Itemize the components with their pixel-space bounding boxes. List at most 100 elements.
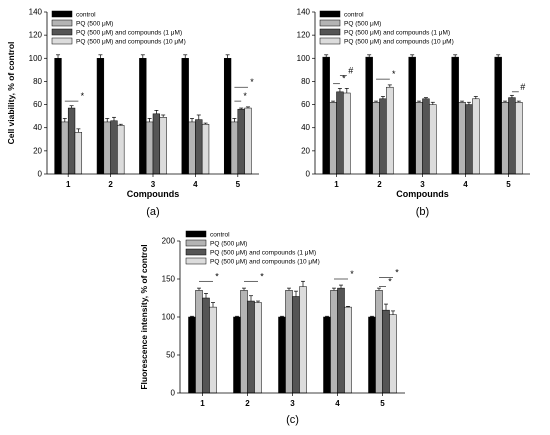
bar-b-s1-c3 <box>458 102 466 175</box>
legend-label-b-0: control <box>344 12 364 19</box>
bar-a-s3-c4 <box>244 107 252 175</box>
y-tick-label-c-0: 0 <box>171 389 176 398</box>
bar-c-s3-c4 <box>389 314 397 394</box>
panel-label-a: (a) <box>146 206 159 218</box>
y-tick-label-a-6: 120 <box>29 31 43 40</box>
bar-c-s0-c4 <box>368 316 376 394</box>
bar-c-s1-c2 <box>285 290 293 394</box>
x-tick-label-c-1: 2 <box>245 399 250 408</box>
panel-label-c: (c) <box>286 414 299 426</box>
y-axis-label-c: Fluorescence intensity, % of control <box>139 244 149 389</box>
bar-c-s0-c2 <box>278 316 286 394</box>
legend-label-a-3: PQ (500 μM) and compounds (10 μM) <box>76 39 186 46</box>
annotation-mark-c-1: * <box>260 271 264 281</box>
bar-a-s3-c3 <box>201 123 210 175</box>
bar-b-s2-c2 <box>422 98 430 175</box>
y-tick-label-a-2: 40 <box>33 123 42 132</box>
bar-a-s1-c1 <box>103 121 111 175</box>
legend-swatch-c-2 <box>185 248 207 256</box>
chart-panel-c: 0 50 100 150 200 1 2 3 4 5 Fluorescence intensity,… <box>139 230 405 426</box>
y-tick-label-c-3: 150 <box>162 275 176 284</box>
bar-b-s2-c3 <box>465 104 473 175</box>
legend-label-b-1: PQ (500 μM) <box>344 21 381 28</box>
bar-b-s0-c3 <box>451 56 459 175</box>
y-tick-label-c-4: 200 <box>162 237 176 246</box>
bar-a-s0-c3 <box>181 58 189 175</box>
legend-swatch-b-0 <box>319 10 341 18</box>
bar-a-s2-c0 <box>67 107 76 175</box>
annotation-mark-c-3: * <box>395 267 399 277</box>
bar-c-s3-c0 <box>209 306 217 394</box>
legend-swatch-c-0 <box>185 230 207 238</box>
legend-swatch-c-1 <box>185 239 207 247</box>
legend-swatch-a-3 <box>51 37 73 45</box>
y-tick-label-a-0: 0 <box>38 170 43 179</box>
bar-a-s2-c2 <box>152 113 161 175</box>
y-tick-label-c-2: 100 <box>162 313 176 322</box>
annotation-mark-c-4: * <box>388 277 392 287</box>
x-tick-label-c-3: 4 <box>335 399 340 408</box>
bar-c-s1-c3 <box>330 290 338 394</box>
bar-c-s3-c1 <box>254 302 262 394</box>
bar-b-s1-c0 <box>329 102 337 175</box>
legend-label-c-3: PQ (500 μM) and compounds (10 μM) <box>210 259 320 266</box>
chart-panel-b: 0 20 40 60 80 100 120 140 1 2 3 4 5 Compounds control P… <box>297 8 530 218</box>
bar-a-s1-c2 <box>145 121 154 175</box>
bar-a-s2-c1 <box>110 120 118 175</box>
x-tick-label-c-4: 5 <box>380 399 385 408</box>
annotation-mark-a-2: * <box>243 91 247 101</box>
bar-c-s2-c3 <box>337 287 345 394</box>
y-tick-label-b-4: 80 <box>301 77 310 86</box>
bar-a-s0-c0 <box>54 58 62 175</box>
legend-label-c-1: PQ (500 μM) <box>210 241 247 248</box>
bar-a-s1-c4 <box>230 121 239 175</box>
x-tick-label-b-1: 2 <box>377 180 382 189</box>
legend-label-c-2: PQ (500 μM) and compounds (1 μM) <box>210 250 316 257</box>
bar-c-s2-c2 <box>292 296 300 394</box>
legend-label-b-3: PQ (500 μM) and compounds (10 μM) <box>344 39 454 46</box>
bar-c-s2-c4 <box>382 309 390 394</box>
x-tick-label-c-0: 1 <box>200 399 205 408</box>
y-tick-label-a-3: 60 <box>33 100 42 109</box>
bar-a-s2-c3 <box>195 119 203 175</box>
bar-a-s3-c0 <box>74 132 83 175</box>
y-tick-label-a-4: 80 <box>33 77 42 86</box>
legend-swatch-a-2 <box>51 28 73 36</box>
legend-swatch-a-0 <box>51 10 73 18</box>
bar-b-s3-c0 <box>343 92 351 175</box>
bar-b-s2-c0 <box>336 91 344 175</box>
bar-a-s3-c2 <box>159 117 167 175</box>
y-axis-label-a: Cell viability, % of control <box>6 42 16 145</box>
bar-c-s0-c1 <box>233 316 241 394</box>
y-tick-label-b-3: 60 <box>301 100 310 109</box>
bar-c-s1-c1 <box>240 290 248 394</box>
legend-swatch-b-2 <box>319 28 341 36</box>
annotation-mark-a-0: * <box>81 91 85 101</box>
chart-panel-a: 0 20 40 60 80 100 120 140 1 2 3 4 5 Compounds Cell via… <box>6 8 259 218</box>
bar-a-s3-c1 <box>117 125 125 175</box>
bar-b-s1-c4 <box>501 102 509 175</box>
annotation-mark-c-2: * <box>350 269 354 279</box>
annotation-mark-b-0: # <box>348 66 353 76</box>
x-axis-label-b: Compounds <box>396 189 449 199</box>
bar-c-s1-c4 <box>375 290 383 394</box>
y-tick-label-a-5: 100 <box>29 54 43 63</box>
y-tick-label-a-1: 20 <box>33 146 42 155</box>
y-tick-label-b-6: 120 <box>297 31 311 40</box>
bar-b-s0-c0 <box>322 56 330 175</box>
x-tick-label-a-3: 4 <box>193 180 198 189</box>
x-tick-label-b-4: 5 <box>506 180 511 189</box>
bar-a-s0-c4 <box>223 58 232 175</box>
legend-label-b-2: PQ (500 μM) and compounds (1 μM) <box>344 30 450 37</box>
bar-c-s1-c0 <box>195 290 203 394</box>
y-tick-label-b-0: 0 <box>306 170 311 179</box>
bar-b-s0-c4 <box>494 56 502 175</box>
legend-swatch-a-1 <box>51 19 73 27</box>
annotation-mark-b-2: * <box>392 69 396 79</box>
annotation-mark-c-0: * <box>215 271 219 281</box>
bar-b-s0-c2 <box>408 56 416 175</box>
bar-b-s0-c1 <box>365 56 373 175</box>
legend-label-a-1: PQ (500 μM) <box>76 21 113 28</box>
bar-b-s3-c2 <box>429 104 437 175</box>
